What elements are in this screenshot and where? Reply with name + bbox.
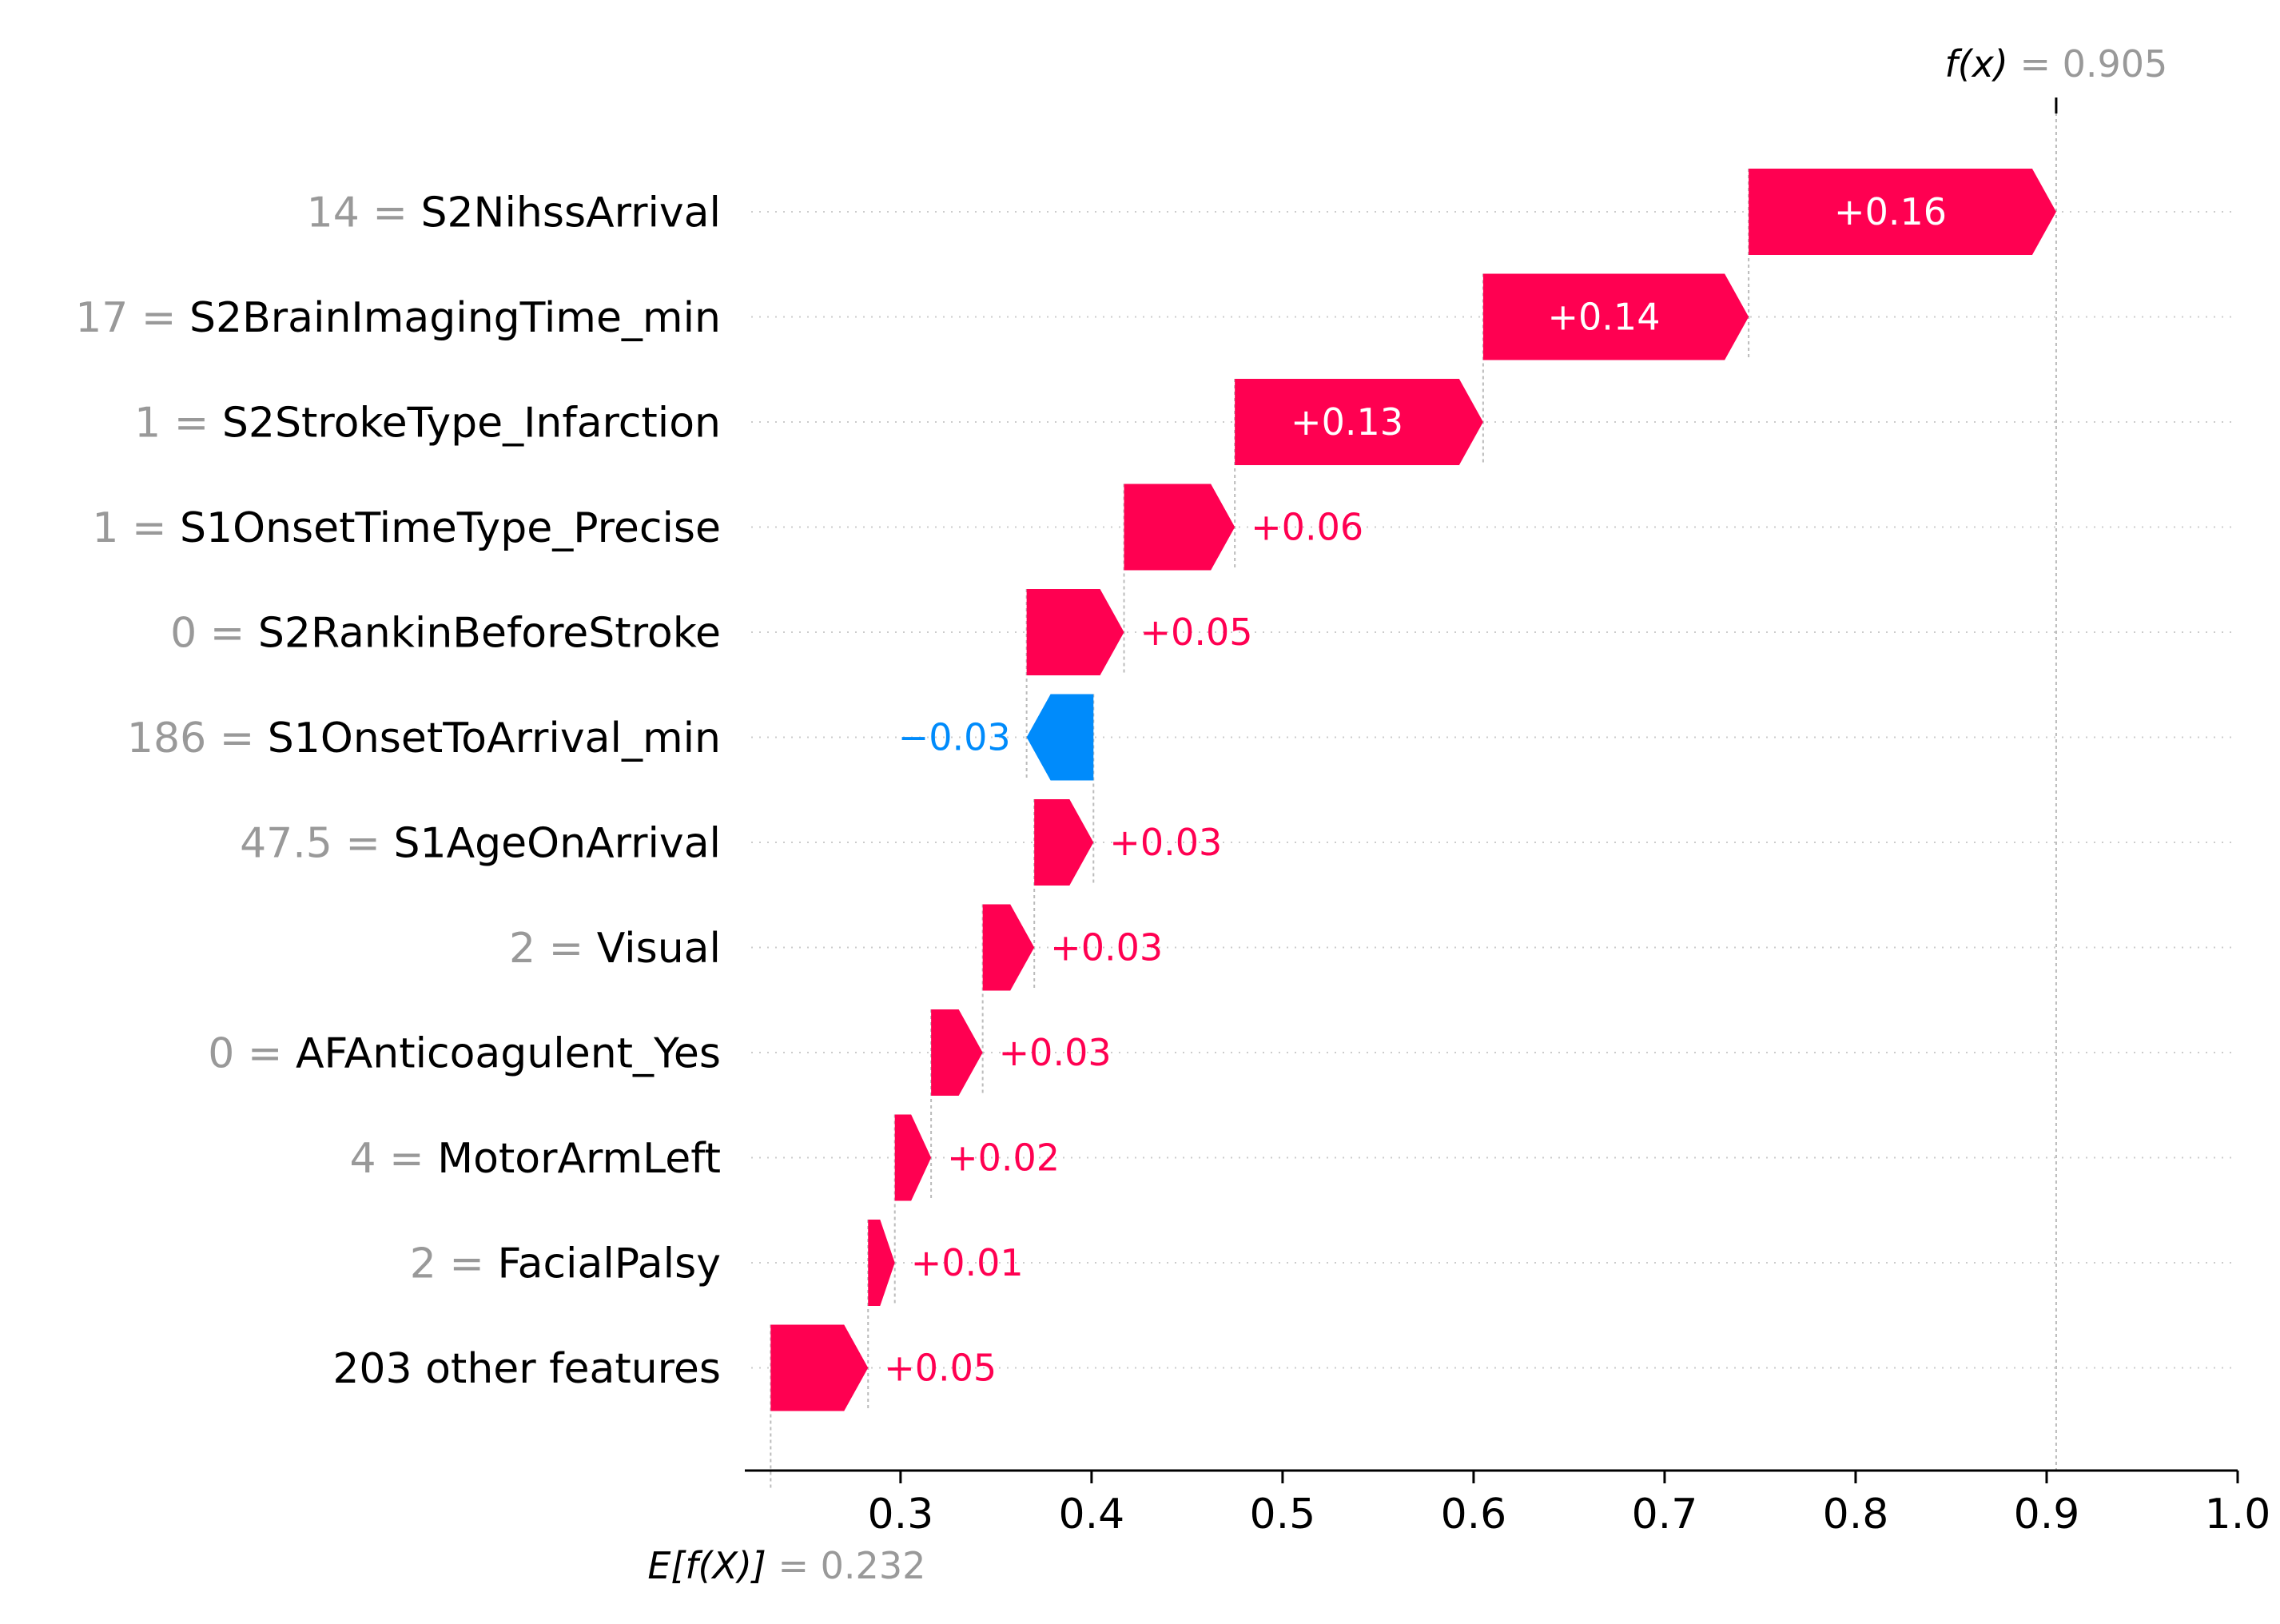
positive-bar <box>894 1114 932 1201</box>
feature-label: 0 = AFAnticoagulent_Yes <box>208 1030 721 1078</box>
feature-value: 2 = <box>509 925 597 973</box>
feature-value: 47.5 = <box>240 820 393 868</box>
base-value-number: = 0.232 <box>778 1544 926 1587</box>
feature-value: 186 = <box>127 714 268 762</box>
feature-labels: 14 = S2NihssArrival 17 = S2BrainImagingTi… <box>75 189 721 1393</box>
value-annotations: +0.16 +0.14 +0.13 +0.06 +0.05 −0.03 +0.03 +0.03… <box>647 42 2167 1587</box>
feature-label: 0 = S2RankinBeforeStroke <box>170 610 721 658</box>
base-value-label: E[f(X)] = 0.232 <box>647 1544 925 1587</box>
feature-label: 2 = FacialPalsy <box>410 1240 721 1288</box>
positive-bar <box>1026 589 1124 675</box>
feature-label: 14 = S2NihssArrival <box>307 189 721 237</box>
feature-label: 17 = S2BrainImagingTime_min <box>75 294 721 342</box>
output-value-prefix: f(x) <box>1945 42 2020 86</box>
feature-name: S1OnsetToArrival_min <box>268 714 721 762</box>
x-tick-label: 1.0 <box>2205 1491 2271 1538</box>
x-axis: 0.3 0.4 0.5 0.6 0.7 0.8 0.9 1.0 <box>745 98 2270 1538</box>
contribution-label: +0.02 <box>947 1136 1060 1180</box>
contribution-bars <box>770 169 2056 1411</box>
feature-label: 47.5 = S1AgeOnArrival <box>240 820 721 868</box>
x-tick-label: 0.6 <box>1441 1491 1507 1538</box>
positive-bar <box>1124 484 1235 571</box>
feature-name: AFAnticoagulent_Yes <box>296 1030 721 1078</box>
positive-bar <box>982 904 1035 991</box>
feature-value: 0 = <box>170 610 258 658</box>
feature-label: 1 = S2StrokeType_Infarction <box>134 400 721 448</box>
feature-value: 17 = <box>75 294 189 342</box>
contribution-label: −0.03 <box>898 716 1011 759</box>
contribution-label: +0.14 <box>1548 296 1661 339</box>
contribution-label: +0.01 <box>911 1241 1024 1284</box>
contribution-label: +0.03 <box>1050 926 1163 969</box>
x-tick-label: 0.5 <box>1250 1491 1316 1538</box>
feature-name: FacialPalsy <box>497 1240 721 1288</box>
feature-name: S1AgeOnArrival <box>394 820 722 868</box>
output-value-number: = 0.905 <box>2019 42 2167 86</box>
negative-bar <box>1026 694 1094 781</box>
feature-value: 1 = <box>134 400 222 448</box>
feature-label: 2 = Visual <box>509 925 721 973</box>
contribution-label: +0.06 <box>1251 506 1363 549</box>
feature-value: 1 = <box>92 504 180 552</box>
positive-bar <box>1034 799 1094 886</box>
contribution-label: +0.05 <box>884 1347 997 1390</box>
x-tick-label: 0.7 <box>1632 1491 1698 1538</box>
feature-name: S1OnsetTimeType_Precise <box>180 504 721 552</box>
contribution-label: +0.03 <box>999 1031 1112 1074</box>
feature-label: 4 = MotorArmLeft <box>349 1135 721 1183</box>
row-gridlines <box>751 211 2238 1369</box>
feature-name: MotorArmLeft <box>437 1135 721 1183</box>
feature-name: S2RankinBeforeStroke <box>258 610 721 658</box>
x-tick-label: 0.4 <box>1059 1491 1125 1538</box>
feature-name: S2BrainImagingTime_min <box>189 294 721 342</box>
positive-bar <box>1235 379 1483 465</box>
feature-label: 1 = S1OnsetTimeType_Precise <box>92 504 721 552</box>
x-tick-label: 0.8 <box>1823 1491 1889 1538</box>
feature-value: 4 = <box>349 1135 437 1183</box>
feature-name: S2NihssArrival <box>420 189 721 237</box>
x-tick-label: 0.3 <box>868 1491 934 1538</box>
feature-name: S2StrokeType_Infarction <box>222 400 721 448</box>
feature-name: Visual <box>597 925 721 973</box>
positive-bar <box>931 1009 983 1096</box>
feature-label: 203 other features <box>332 1345 721 1393</box>
positive-bar <box>1749 169 2056 255</box>
contribution-label: +0.16 <box>1834 190 1947 233</box>
contribution-label: +0.13 <box>1291 400 1403 444</box>
positive-bar <box>770 1324 869 1411</box>
contribution-label: +0.05 <box>1140 611 1253 654</box>
x-tick-label: 0.9 <box>2014 1491 2080 1538</box>
feature-value: 0 = <box>208 1030 296 1078</box>
feature-value: 2 = <box>410 1240 498 1288</box>
positive-bar <box>868 1220 895 1306</box>
feature-name: 203 other features <box>332 1345 721 1393</box>
output-value-label: f(x) = 0.905 <box>1945 42 2168 86</box>
base-value-prefix: E[f(X)] <box>647 1544 778 1587</box>
feature-label: 186 = S1OnsetToArrival_min <box>127 714 721 762</box>
contribution-label: +0.03 <box>1109 821 1222 864</box>
feature-value: 14 = <box>307 189 421 237</box>
positive-bar <box>1482 273 1749 360</box>
